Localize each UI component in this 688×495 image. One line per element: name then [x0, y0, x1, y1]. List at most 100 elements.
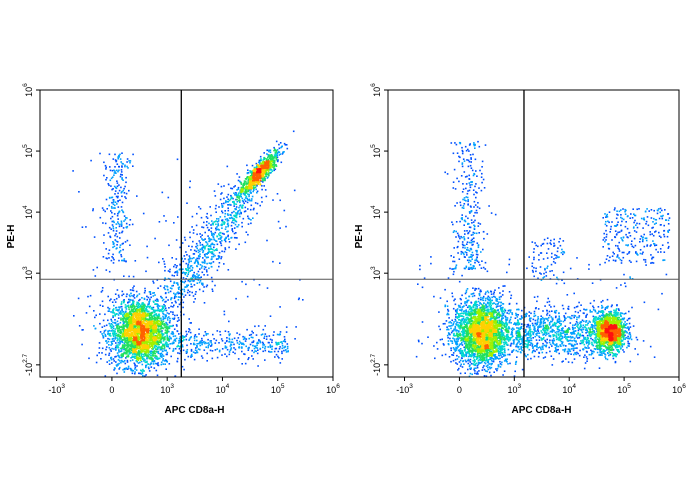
event-dot	[167, 324, 169, 326]
event-dot	[276, 343, 278, 345]
event-dot	[652, 227, 654, 229]
event-dot	[136, 291, 138, 293]
event-dot	[138, 348, 140, 350]
event-dot	[248, 189, 250, 191]
event-dot	[227, 207, 229, 209]
event-dot	[142, 375, 144, 377]
event-dot	[220, 216, 222, 218]
event-dot	[177, 361, 179, 363]
event-dot	[182, 281, 184, 283]
event-dot	[153, 282, 155, 284]
event-dot	[228, 321, 230, 323]
event-dot	[167, 331, 169, 333]
event-dot	[125, 334, 127, 336]
event-dot	[156, 338, 158, 340]
event-dot	[150, 336, 152, 338]
event-dot	[134, 344, 136, 346]
event-dot	[552, 364, 554, 366]
event-dot	[546, 352, 548, 354]
event-dot	[127, 361, 129, 363]
event-dot	[245, 363, 247, 365]
event-dot	[117, 186, 119, 188]
event-dot	[162, 319, 164, 321]
event-dot	[217, 330, 219, 332]
event-dot	[231, 237, 233, 239]
event-dot	[115, 190, 117, 192]
event-dot	[265, 189, 267, 191]
event-dot	[258, 174, 260, 176]
event-dot	[143, 370, 145, 372]
event-dot	[244, 192, 246, 194]
event-dot	[268, 169, 270, 171]
event-dot	[252, 178, 254, 180]
event-dot	[230, 344, 232, 346]
event-dot	[186, 202, 188, 204]
event-dot	[229, 241, 231, 243]
event-dot	[218, 238, 220, 240]
event-dot	[207, 339, 209, 341]
event-dot	[271, 342, 273, 344]
event-dot	[278, 342, 280, 344]
event-dot	[607, 299, 609, 301]
event-dot	[277, 193, 279, 195]
event-dot	[616, 234, 618, 236]
event-dot	[163, 299, 165, 301]
event-dot	[142, 344, 144, 346]
event-dot	[246, 196, 248, 198]
event-dot	[224, 216, 226, 218]
event-dot	[164, 325, 166, 327]
event-dot	[162, 345, 164, 347]
event-dot	[125, 260, 127, 262]
event-dot	[103, 162, 105, 164]
event-dot	[118, 155, 120, 157]
event-dot	[114, 170, 116, 172]
event-dot	[241, 363, 243, 365]
event-dot	[150, 293, 152, 295]
event-dot	[188, 272, 190, 274]
event-dot	[271, 351, 273, 353]
event-dot	[222, 233, 224, 235]
event-dot	[234, 194, 236, 196]
event-dot	[510, 297, 512, 299]
event-dot	[164, 332, 166, 334]
event-dot	[208, 245, 210, 247]
event-dot	[141, 348, 143, 350]
event-dot	[142, 346, 144, 348]
event-dot	[273, 331, 275, 333]
event-dot	[109, 154, 111, 156]
event-dot	[109, 300, 111, 302]
event-dot	[124, 166, 126, 168]
event-dot	[547, 302, 549, 304]
event-dot	[138, 307, 140, 309]
event-dot	[128, 356, 130, 358]
event-dot	[125, 304, 127, 306]
event-dot	[121, 169, 123, 171]
event-dot	[124, 329, 126, 331]
event-dot	[211, 266, 213, 268]
event-dot	[112, 257, 114, 259]
event-dot	[203, 341, 205, 343]
event-dot	[124, 260, 126, 262]
event-dot	[134, 363, 136, 365]
event-dot	[130, 360, 132, 362]
event-dot	[227, 223, 229, 225]
event-dot	[151, 358, 153, 360]
event-dot	[211, 227, 213, 229]
event-dot	[273, 147, 275, 149]
event-dot	[132, 165, 134, 167]
event-dot	[108, 354, 110, 356]
event-dot	[200, 208, 202, 210]
event-dot	[164, 266, 166, 268]
event-dot	[261, 160, 263, 162]
event-dot	[134, 342, 136, 344]
event-dot	[270, 339, 272, 341]
event-dot	[147, 257, 149, 259]
event-dot	[129, 244, 131, 246]
event-dot	[189, 237, 191, 239]
event-dot	[210, 342, 212, 344]
event-dot	[275, 157, 277, 159]
event-dot	[268, 155, 270, 157]
event-dot	[148, 303, 150, 305]
event-dot	[169, 320, 171, 322]
event-dot	[238, 358, 240, 360]
